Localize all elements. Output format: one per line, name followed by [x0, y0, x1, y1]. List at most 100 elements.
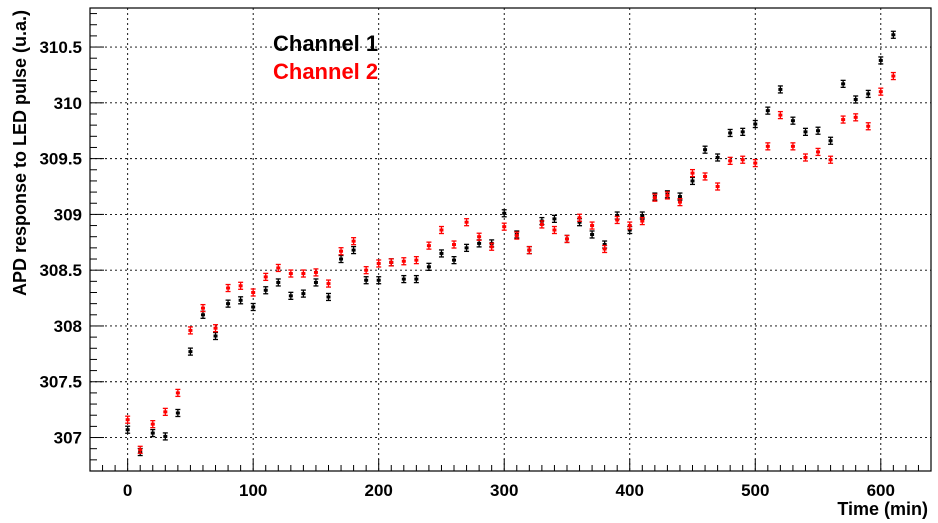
data-point: [162, 407, 168, 417]
data-point: [765, 142, 771, 151]
data-point: [740, 155, 746, 164]
data-point: [514, 231, 520, 240]
data-point: [539, 220, 545, 229]
x-tick-label: 100: [239, 481, 267, 500]
data-point: [878, 56, 884, 65]
data-point: [401, 274, 407, 284]
y-tick-label: 310.5: [39, 38, 82, 57]
data-point: [225, 299, 231, 308]
x-tick-label: 400: [616, 481, 644, 500]
data-point: [602, 244, 608, 254]
data-point: [690, 176, 696, 186]
data-point: [426, 241, 432, 250]
data-point: [351, 237, 357, 246]
data-point: [589, 230, 595, 239]
data-point: [639, 216, 645, 226]
data-point: [627, 221, 633, 230]
data-point: [150, 419, 156, 429]
data-point: [451, 240, 457, 249]
data-point: [187, 326, 193, 335]
x-tick-label: 0: [123, 481, 132, 500]
data-point: [501, 222, 507, 231]
y-tick-label: 309: [54, 205, 82, 224]
y-tick-label: 309.5: [39, 150, 82, 169]
data-point: [715, 153, 721, 162]
data-point: [238, 296, 244, 305]
data-point: [790, 116, 796, 125]
x-tick-label: 300: [490, 481, 518, 500]
data-point: [325, 279, 331, 288]
data-point: [489, 242, 495, 251]
data-point: [300, 289, 306, 298]
data-point: [890, 30, 896, 39]
x-tick-label: 500: [741, 481, 769, 500]
data-point: [865, 122, 871, 131]
data-point: [376, 259, 382, 268]
data-point: [451, 255, 457, 265]
data-point: [250, 302, 256, 312]
data-point: [288, 291, 294, 300]
data-point: [351, 245, 357, 255]
data-point: [263, 286, 269, 295]
y-tick-label: 307.5: [39, 373, 82, 392]
data-point: [150, 428, 156, 438]
y-tick-label: 308.5: [39, 261, 82, 280]
data-point: [752, 119, 758, 129]
data-series: [125, 30, 896, 457]
data-point: [313, 278, 319, 287]
data-point: [263, 272, 269, 282]
legend-channel-2: Channel 2: [273, 59, 378, 84]
data-point: [238, 281, 244, 290]
data-point: [564, 234, 570, 244]
data-point: [802, 153, 808, 162]
data-point: [200, 303, 206, 313]
data-point: [815, 126, 821, 135]
data-point: [388, 258, 394, 267]
data-point: [438, 225, 444, 235]
data-point: [413, 274, 419, 284]
data-point: [125, 425, 131, 434]
data-point: [702, 172, 708, 181]
data-point: [589, 221, 595, 230]
data-point: [313, 268, 319, 277]
data-point: [878, 87, 884, 96]
y-tick-label: 307: [54, 429, 82, 448]
data-point: [325, 292, 331, 302]
data-point: [200, 310, 206, 319]
data-point: [413, 255, 419, 265]
data-point: [187, 347, 193, 356]
data-point: [300, 269, 306, 278]
data-point: [828, 155, 834, 164]
y-axis-title: APD response to LED pulse (u.a.): [10, 10, 30, 296]
data-point: [476, 232, 482, 241]
data-point: [652, 193, 658, 202]
data-point: [376, 276, 382, 285]
data-point: [828, 136, 834, 145]
data-point: [865, 89, 871, 99]
data-point: [551, 225, 557, 235]
data-point: [288, 269, 294, 278]
data-point: [225, 283, 231, 293]
x-axis-title: Time (min): [837, 499, 928, 519]
data-point: [677, 197, 683, 207]
legend-channel-1: Channel 1: [273, 31, 378, 56]
y-tick-label: 308: [54, 317, 82, 336]
data-point: [426, 262, 432, 271]
data-point: [840, 79, 846, 89]
y-tick-label: 310: [54, 94, 82, 113]
plot-frame: [89, 7, 932, 472]
data-point: [777, 85, 783, 94]
data-point: [501, 209, 507, 218]
data-point: [213, 324, 219, 333]
data-point: [401, 257, 407, 266]
data-point: [137, 445, 143, 454]
data-point: [690, 168, 696, 178]
legend: Channel 1 Channel 2: [273, 31, 378, 84]
data-point: [363, 276, 369, 285]
data-point: [715, 182, 721, 191]
data-point: [853, 95, 859, 104]
data-point: [790, 142, 796, 151]
data-point: [664, 191, 670, 200]
